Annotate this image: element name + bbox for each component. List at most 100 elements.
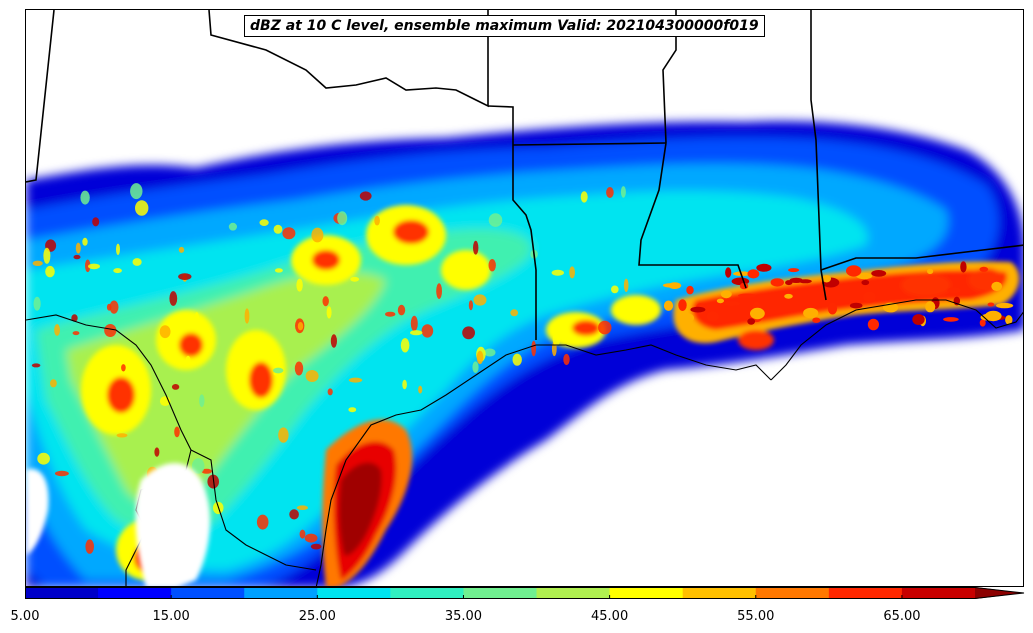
storm-cell xyxy=(296,505,308,511)
storm-cell xyxy=(33,296,41,311)
colorbar-segment xyxy=(755,587,830,599)
colorbar-segment xyxy=(25,587,99,599)
storm-cell xyxy=(598,320,612,335)
storm-cell xyxy=(1005,315,1013,325)
storm-cell xyxy=(311,227,324,243)
storm-cell xyxy=(462,326,475,340)
storm-cell xyxy=(116,433,128,438)
colorbar-segment xyxy=(317,587,391,599)
storm-cell xyxy=(686,285,694,295)
storm-cell xyxy=(113,268,122,274)
storm-cell xyxy=(563,353,570,366)
storm-cell xyxy=(402,379,407,390)
storm-cell xyxy=(297,322,304,331)
storm-cell xyxy=(104,324,117,337)
storm-cell xyxy=(856,272,873,280)
storm-cell xyxy=(979,266,989,272)
storm-cell xyxy=(812,317,821,323)
storm-cell xyxy=(620,186,626,198)
storm-cell xyxy=(80,190,90,205)
storm-cell xyxy=(531,340,537,357)
storm-cell xyxy=(662,283,678,288)
storm-cell xyxy=(552,332,561,346)
storm-cell xyxy=(436,283,442,299)
storm-cell xyxy=(863,291,876,303)
storm-cell xyxy=(867,318,880,331)
storm-cell xyxy=(979,319,986,327)
colorbar-tick-label: 55.00 xyxy=(737,609,775,624)
storm-cell xyxy=(88,263,100,270)
storm-cell xyxy=(476,350,484,365)
storm-cell xyxy=(85,539,94,554)
storm-cell xyxy=(410,315,418,332)
map-panel: dBZ at 10 C level, ensemble maximum Vali… xyxy=(25,9,1024,587)
colorbar-segment xyxy=(98,587,172,599)
storm-cell xyxy=(274,268,283,273)
storm-cell xyxy=(32,260,43,266)
storm-cell xyxy=(927,268,934,274)
storm-cell xyxy=(109,300,119,314)
colorbar-tick-label: 25.00 xyxy=(298,609,336,624)
storm-cell xyxy=(418,385,423,394)
colorbar-segment xyxy=(609,587,684,599)
storm-cell xyxy=(784,293,793,299)
storm-cell xyxy=(569,266,575,279)
storm-cell xyxy=(154,447,160,457)
storm-cell xyxy=(178,246,185,253)
storm-cell xyxy=(50,379,57,388)
storm-cell xyxy=(789,277,803,283)
storm-cell xyxy=(54,470,69,477)
storm-cell xyxy=(849,302,863,309)
storm-cell xyxy=(488,259,496,272)
storm-cell xyxy=(991,281,1003,291)
storm-cell xyxy=(738,293,756,298)
storm-cell xyxy=(827,302,838,315)
storm-cell xyxy=(488,213,503,227)
storm-cell xyxy=(473,294,487,306)
storm-cell xyxy=(201,468,212,474)
storm-cell xyxy=(421,324,434,338)
storm-cell xyxy=(296,278,303,292)
storm-cell xyxy=(725,267,732,278)
storm-cell xyxy=(121,364,126,372)
storm-cell xyxy=(191,458,205,474)
storm-cell xyxy=(327,388,333,396)
storm-cell xyxy=(289,509,299,520)
storm-cell xyxy=(75,242,81,254)
storm-cell xyxy=(37,452,50,465)
storm-cell xyxy=(132,258,142,266)
storm-cell xyxy=(116,243,120,255)
storm-cell xyxy=(678,299,687,311)
storm-cell xyxy=(259,219,269,227)
colorbar-extend-arrow xyxy=(975,587,1024,599)
storm-cell xyxy=(750,307,765,320)
storm-cell xyxy=(679,313,695,323)
storm-cell xyxy=(348,407,357,413)
storm-cell xyxy=(912,314,925,325)
storm-cell xyxy=(305,370,319,382)
colorbar-segment xyxy=(171,587,245,599)
storm-cell xyxy=(747,269,760,279)
storm-cell xyxy=(733,271,751,277)
storm-cell xyxy=(987,302,995,307)
storm-cell xyxy=(256,514,269,530)
storm-cell xyxy=(43,247,51,264)
storm-cell xyxy=(359,191,372,201)
storm-cell xyxy=(943,317,959,322)
storm-cell xyxy=(348,377,363,383)
storm-cell xyxy=(71,314,78,322)
storm-cell xyxy=(410,330,423,336)
storm-cell xyxy=(960,261,967,273)
storm-cell xyxy=(31,363,41,368)
reflectivity-map xyxy=(26,10,1023,586)
storm-cell xyxy=(169,291,178,306)
storm-cell xyxy=(199,394,205,408)
colorbar-tick-label: 45.00 xyxy=(591,609,629,624)
storm-cell xyxy=(484,348,496,357)
storm-cell xyxy=(803,307,819,319)
storm-cell xyxy=(925,301,936,313)
storm-cell xyxy=(159,325,171,339)
storm-cell xyxy=(512,353,522,366)
storm-cell xyxy=(273,224,283,234)
storm-cell xyxy=(326,306,332,319)
